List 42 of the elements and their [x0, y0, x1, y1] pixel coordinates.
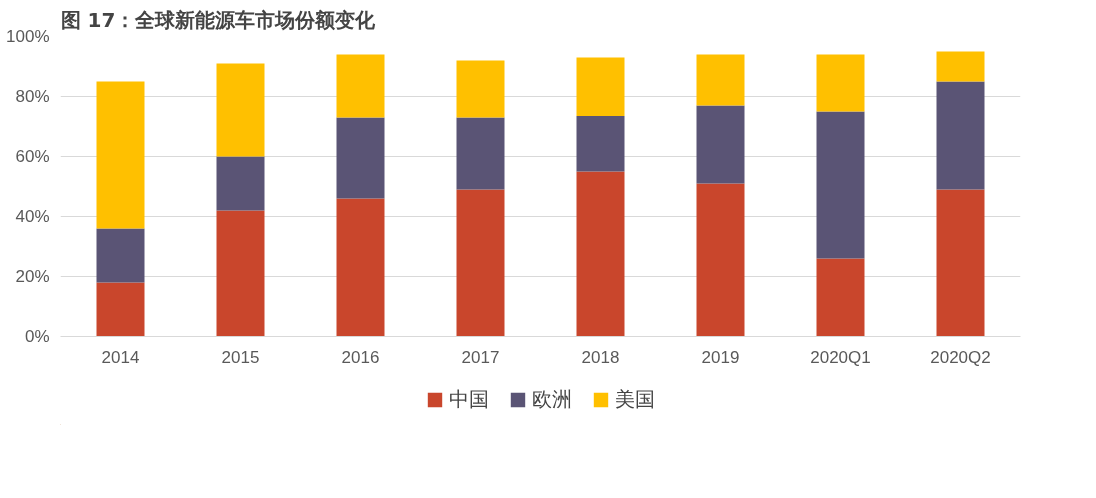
bar	[216, 63, 265, 157]
bar	[696, 54, 745, 106]
bar	[456, 189, 505, 337]
bar	[96, 282, 145, 337]
bar	[216, 210, 265, 337]
bar	[336, 54, 385, 118]
bar	[816, 54, 865, 112]
x-tick-label: 2019	[701, 347, 740, 367]
bar	[216, 156, 265, 211]
bar	[816, 111, 865, 259]
legend-label: 中国	[448, 386, 489, 412]
y-tick-label: 0%	[24, 327, 50, 346]
bar	[96, 81, 145, 229]
chart-title: 图 17：全球新能源车市场份额变化	[60, 7, 377, 32]
bar	[936, 51, 985, 82]
bar	[936, 81, 985, 190]
bar	[456, 60, 505, 118]
bar	[456, 117, 505, 190]
bar	[576, 116, 625, 172]
bar	[696, 183, 745, 337]
bar	[96, 228, 145, 283]
x-tick-label: 2014	[101, 347, 140, 367]
y-tick-label: 80%	[15, 87, 50, 106]
bar	[336, 198, 385, 337]
x-tick-label: 2020Q1	[810, 347, 871, 367]
y-tick-label: 100%	[6, 27, 50, 46]
x-tick-label: 2020Q2	[930, 347, 991, 367]
bar	[576, 171, 625, 337]
bar	[576, 57, 625, 116]
x-tick-label: 2018	[581, 347, 620, 367]
y-tick-label: 20%	[15, 267, 50, 286]
bar	[696, 105, 745, 184]
bar	[936, 189, 985, 337]
legend-label: 美国	[614, 386, 655, 412]
bar	[336, 117, 385, 199]
legend-label: 欧洲	[531, 386, 572, 412]
bar	[816, 258, 865, 337]
x-tick-label: 2015	[221, 347, 260, 367]
y-tick-label: 60%	[15, 147, 50, 166]
x-tick-label: 2016	[341, 347, 380, 367]
y-tick-label: 40%	[15, 207, 50, 226]
x-tick-label: 2017	[461, 347, 500, 367]
